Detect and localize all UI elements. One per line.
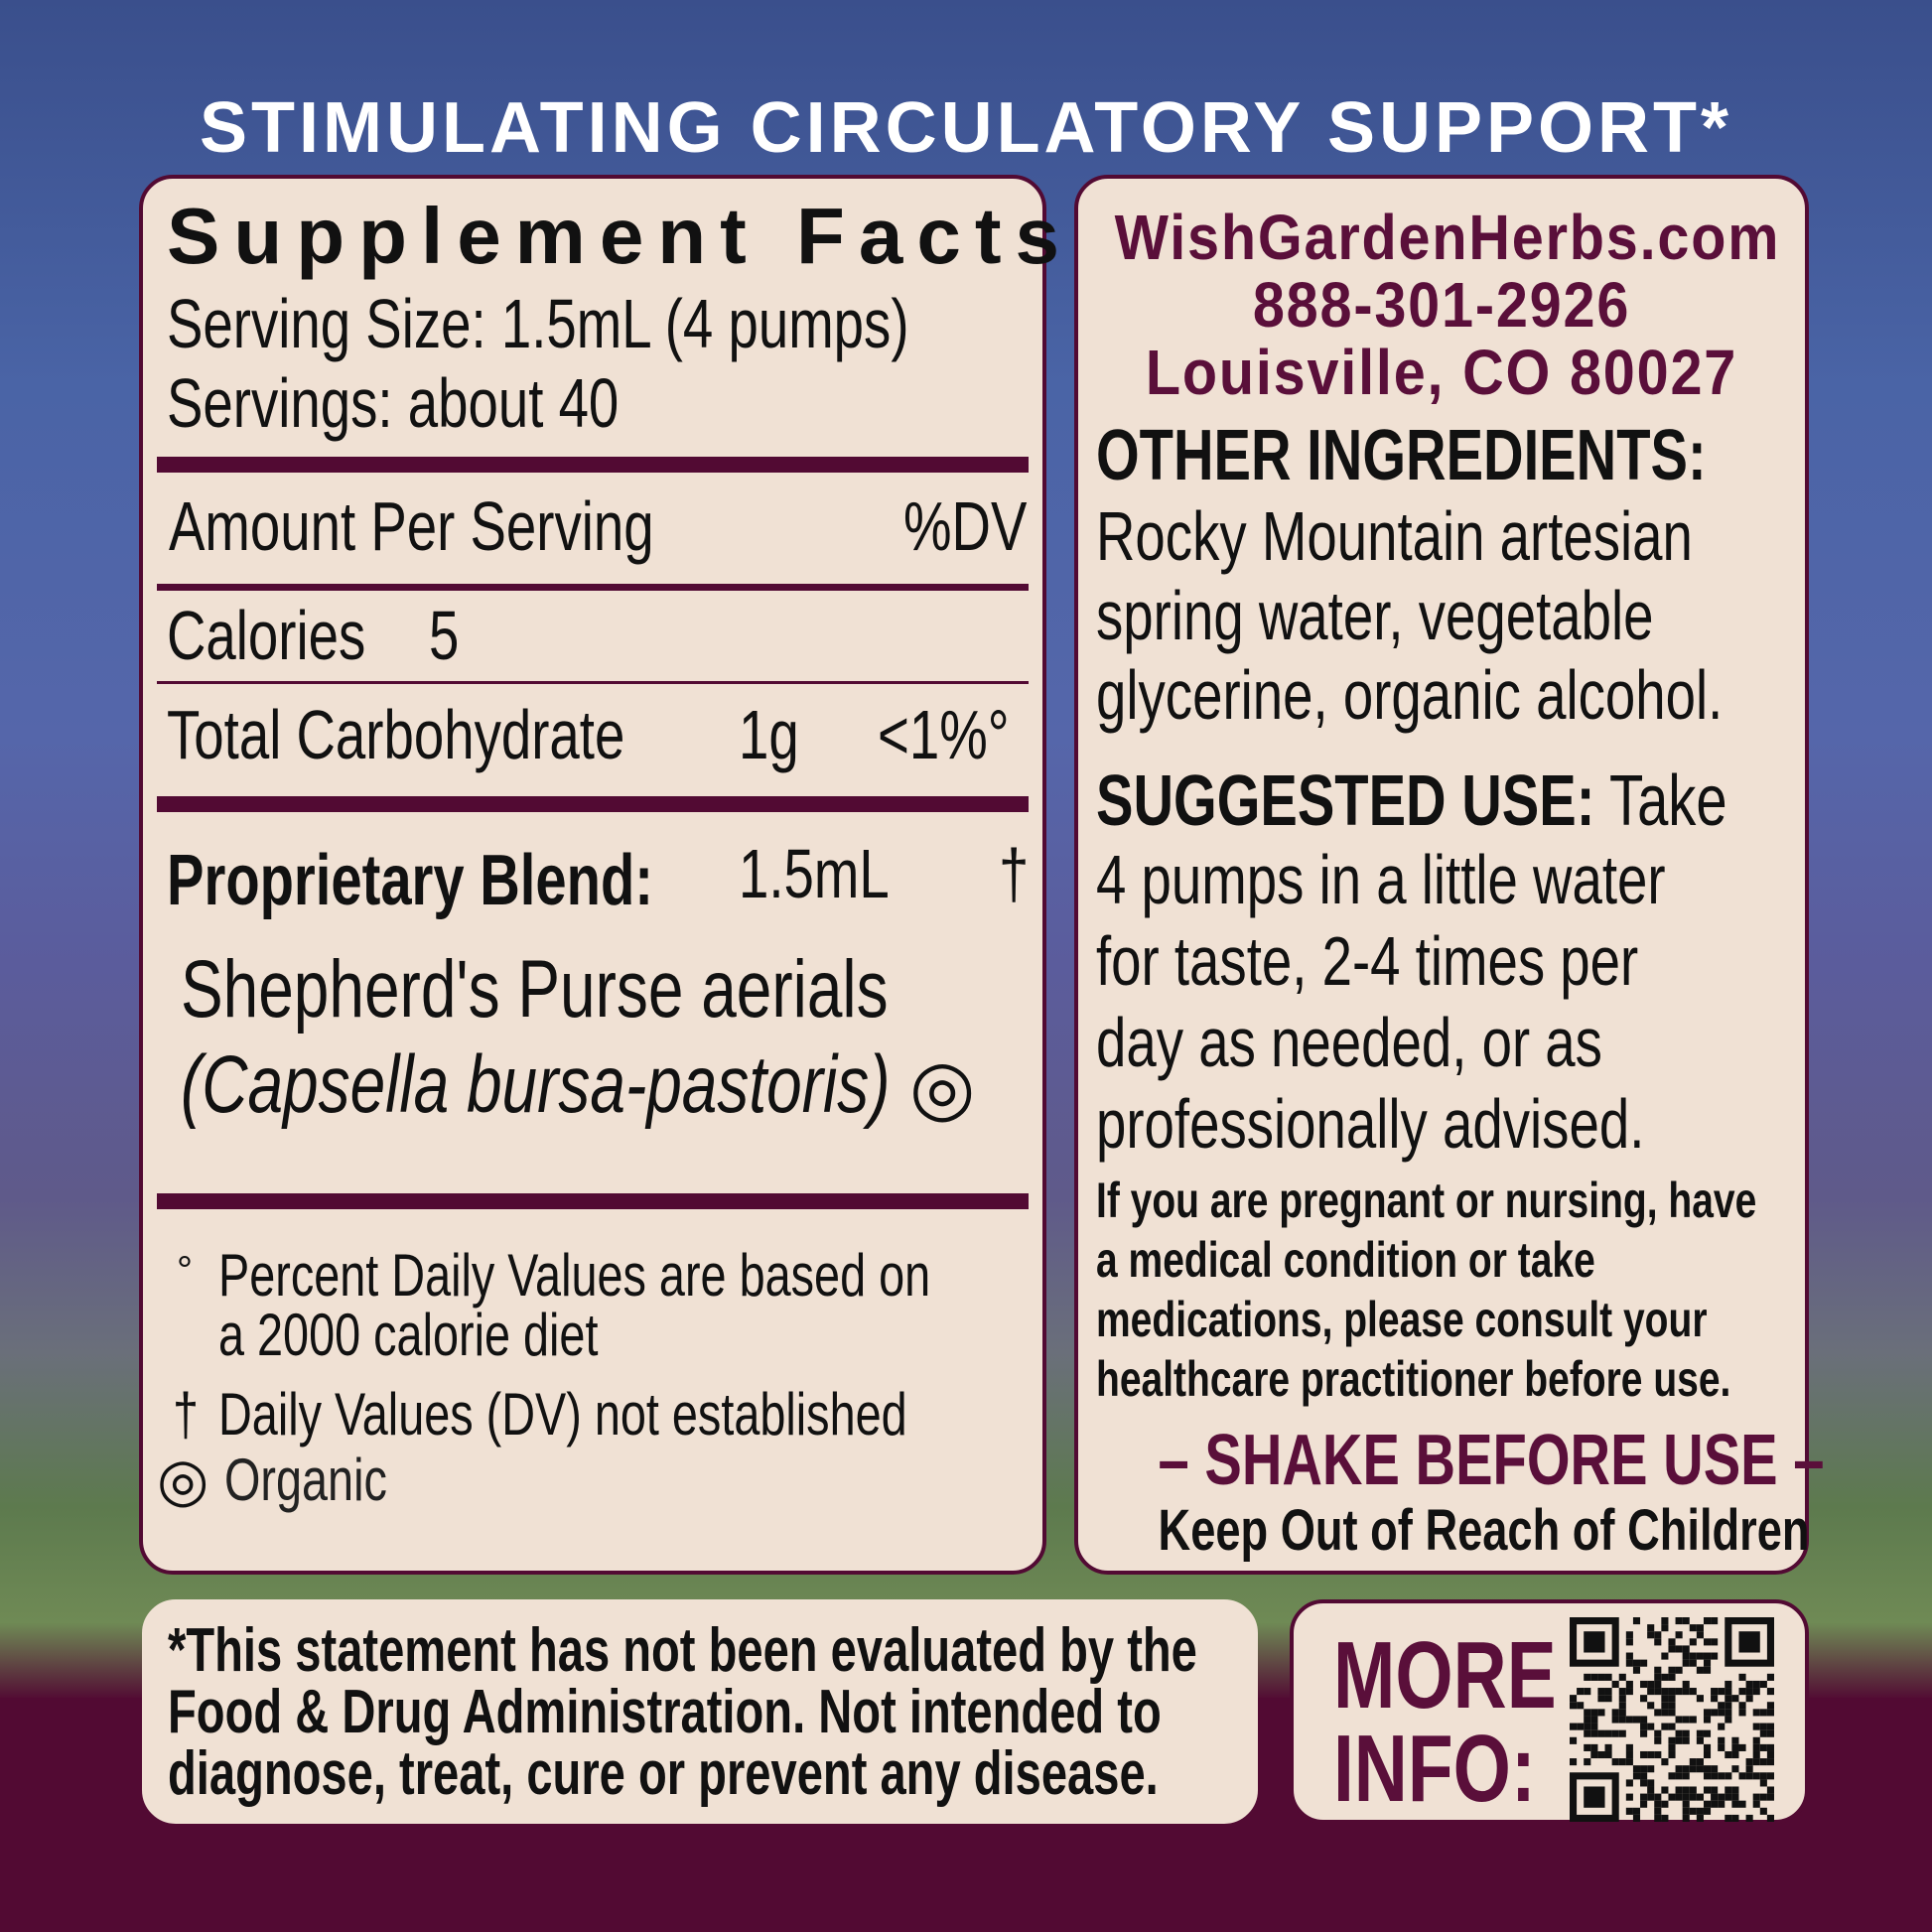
ingredient-latin: (Capsella bursa-pastoris)	[181, 1039, 891, 1130]
blend-amount: 1.5mL	[739, 835, 890, 912]
carb-dv: <1%°	[878, 696, 1010, 773]
suggested-use-line: for taste, 2-4 times per	[1096, 922, 1639, 1000]
phone-number: 888-301-2926	[1252, 269, 1631, 341]
calories-value: 5	[429, 597, 460, 674]
thick-divider	[157, 1193, 1029, 1209]
amount-header: Amount Per Serving	[169, 487, 654, 565]
suggested-use-line: SUGGESTED USE: Take	[1096, 760, 1727, 842]
other-ingredients-line: Rocky Mountain artesian	[1096, 497, 1693, 575]
warning-line: a medical condition or take	[1096, 1232, 1595, 1288]
dv-header: %DV	[903, 487, 1028, 565]
website-link[interactable]: WishGardenHerbs.com	[1114, 202, 1781, 273]
footnote-dv: Percent Daily Values are based on	[218, 1242, 931, 1309]
disclaimer-panel: *This statement has not been evaluated b…	[142, 1599, 1258, 1824]
facts-heading: Supplement Facts	[167, 192, 1074, 280]
disclaimer-line: *This statement has not been evaluated b…	[168, 1616, 1197, 1685]
warning-line: medications, please consult your	[1096, 1292, 1708, 1347]
other-ingredients-heading: OTHER INGREDIENTS:	[1096, 416, 1707, 495]
suggested-use-line: 4 pumps in a little water	[1096, 841, 1666, 918]
info-panel: WishGardenHerbs.com 888-301-2926 Louisvi…	[1074, 175, 1825, 1575]
product-tagline: STIMULATING CIRCULATORY SUPPORT*	[199, 88, 1733, 168]
divider	[157, 681, 1029, 684]
blend-dv: †	[999, 835, 1030, 912]
address: Louisville, CO 80027	[1145, 337, 1738, 408]
servings: Servings: about 40	[167, 364, 620, 442]
shake-before-use: – SHAKE BEFORE USE –	[1158, 1421, 1825, 1500]
carb-amount: 1g	[739, 696, 799, 773]
disclaimer-line: diagnose, treat, cure or prevent any dis…	[168, 1739, 1159, 1808]
footnote-marker-dagger: †	[173, 1381, 200, 1448]
carb-label: Total Carbohydrate	[167, 696, 625, 773]
warning-line: healthcare practitioner before use.	[1096, 1351, 1731, 1407]
suggested-use-line: day as needed, or as	[1096, 1004, 1602, 1081]
qr-code[interactable]	[1570, 1617, 1774, 1822]
more-info-line2: INFO:	[1333, 1716, 1536, 1822]
warning-line: If you are pregnant or nursing, have	[1096, 1173, 1757, 1228]
blend-label: Proprietary Blend:	[167, 841, 653, 920]
organic-icon: ◎	[909, 1045, 976, 1130]
calories-label: Calories	[167, 597, 366, 674]
more-info-panel: MORE INFO:	[1290, 1599, 1809, 1824]
more-info-line1: MORE	[1333, 1622, 1557, 1728]
other-ingredients-line: spring water, vegetable	[1096, 577, 1654, 654]
other-ingredients-line: glycerine, organic alcohol.	[1096, 656, 1724, 734]
thick-divider	[157, 796, 1029, 812]
supplement-facts-panel: Supplement Facts Serving Size: 1.5mL (4 …	[139, 175, 1059, 1575]
footnote-marker-degree: °	[177, 1249, 193, 1293]
suggested-use-first: Take	[1608, 761, 1727, 841]
ingredient-name: Shepherd's Purse aerials	[181, 944, 889, 1035]
organic-icon: ◎	[157, 1447, 209, 1513]
keep-out-of-reach: Keep Out of Reach of Children	[1158, 1498, 1810, 1563]
organic-label: Organic	[224, 1447, 387, 1513]
thick-divider	[157, 457, 1029, 473]
footnote-not-established: Daily Values (DV) not established	[218, 1381, 907, 1448]
suggested-use-line: professionally advised.	[1096, 1085, 1645, 1163]
suggested-use-heading: SUGGESTED USE:	[1096, 761, 1595, 841]
serving-size: Serving Size: 1.5mL (4 pumps)	[167, 285, 909, 362]
divider	[157, 584, 1029, 591]
disclaimer-line: Food & Drug Administration. Not intended…	[168, 1678, 1162, 1746]
footnote-dv-cont: a 2000 calorie diet	[218, 1302, 599, 1368]
